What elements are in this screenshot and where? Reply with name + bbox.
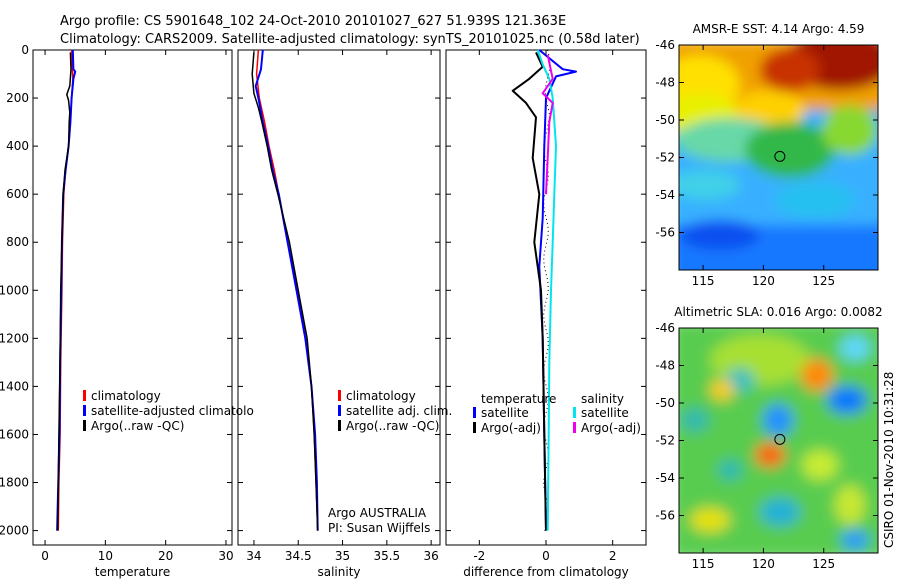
legend-swatch <box>338 390 341 401</box>
difference-x-axis-label: difference from climatology <box>463 565 629 579</box>
difference-series-line-1 <box>511 51 547 531</box>
legend-label: Argo(-adj) <box>481 421 541 435</box>
legend-label: climatology <box>346 389 416 403</box>
y-tick-label: -52 <box>655 151 675 165</box>
sla_map-title: Altimetric SLA: 0.016 Argo: 0.0082 <box>674 305 882 319</box>
annotation-text: PI: Susan Wijffels <box>328 521 430 535</box>
sst-heatmap <box>679 45 878 270</box>
legend-group-title: salinity <box>581 392 624 406</box>
y-tick-label: 800 <box>6 235 29 249</box>
sla-heatmap <box>679 328 878 553</box>
y-tick-label: -46 <box>655 321 675 335</box>
legend-label: climatology <box>91 389 161 403</box>
y-tick-label: -54 <box>655 188 675 202</box>
legend-swatch <box>338 405 341 416</box>
legend-swatch <box>473 407 476 418</box>
legend-label: Argo(-adj) <box>581 421 641 435</box>
difference-panel: -2 0 2 difference from climatology temperatu… <box>445 49 647 579</box>
x-tick-label: 0 <box>542 549 550 563</box>
y-tick-label: 200 <box>6 91 29 105</box>
legend-label: Argo(..raw -QC) <box>346 419 439 433</box>
y-tick-label: 1800 <box>0 476 29 490</box>
y-tick-label: 1400 <box>0 379 29 393</box>
y-tick-label: -50 <box>655 396 675 410</box>
argo-position-marker <box>774 433 786 445</box>
y-tick-label: 0 <box>21 43 29 57</box>
difference-series-line-3 <box>541 54 554 195</box>
legend-swatch <box>83 405 86 416</box>
y-tick-label: 600 <box>6 187 29 201</box>
y-tick-label: -52 <box>655 434 675 448</box>
x-tick-label: 125 <box>812 557 835 571</box>
y-tick-label: -46 <box>655 38 675 52</box>
x-tick-label: 10 <box>98 549 113 563</box>
y-tick-label: 1600 <box>0 427 29 441</box>
x-tick-label: 125 <box>812 274 835 288</box>
figure-title-line2: Climatology: CARS2009. Satellite-adjuste… <box>60 32 640 47</box>
legend-swatch <box>83 390 86 401</box>
x-tick-label: 2 <box>609 549 617 563</box>
x-tick-label: 35.5 <box>373 549 400 563</box>
x-tick-label: 30 <box>218 549 233 563</box>
x-tick-label: 115 <box>692 557 715 571</box>
legend-group-title: temperature <box>481 392 556 406</box>
x-tick-label: 34 <box>246 549 261 563</box>
legend-label: satellite <box>581 406 629 420</box>
temperature-axes-frame <box>32 49 233 546</box>
x-tick-label: 120 <box>752 557 775 571</box>
y-tick-label: -56 <box>655 226 675 240</box>
legend-label: satellite <box>481 406 529 420</box>
zero-reference-line <box>543 49 551 531</box>
y-tick-label: -48 <box>655 76 675 90</box>
temperature-panel: 0 10 20 30 0 200 400 600 800 1000 1200 1400 1600 1800… <box>0 43 254 579</box>
legend-label: satellite adj. clim. <box>346 404 452 418</box>
legend-label: satellite-adjusted climatolo <box>91 404 254 418</box>
y-tick-label: -48 <box>655 359 675 373</box>
salinity-x-axis-label: salinity <box>317 565 360 579</box>
legend-swatch <box>573 422 576 433</box>
y-tick-label: -56 <box>655 509 675 523</box>
y-tick-label: 1000 <box>0 283 29 297</box>
y-tick-label: 1200 <box>0 331 29 345</box>
x-tick-label: 36 <box>423 549 438 563</box>
argo-position-marker <box>774 150 786 162</box>
legend-label: Argo(..raw -QC) <box>91 419 184 433</box>
creation-stamp: CSIRO 01-Nov-2010 10:31:28 <box>882 372 896 548</box>
x-tick-label: 0 <box>41 549 49 563</box>
salinity-series-line-2 <box>251 52 319 531</box>
y-tick-label: 400 <box>6 139 29 153</box>
sst_map-title: AMSR-E SST: 4.14 Argo: 4.59 <box>693 22 865 36</box>
legend-swatch <box>83 420 86 431</box>
difference-series-line-2 <box>536 49 557 531</box>
x-tick-label: 34.5 <box>285 549 312 563</box>
annotation-text: Argo AUSTRALIA <box>328 506 427 520</box>
x-tick-label: 120 <box>752 274 775 288</box>
sla-map-panel: 115 120 125 -46 -48 -50 -52 -54 -56 Altimetric SL… <box>655 305 882 571</box>
temperature-x-axis-label: temperature <box>95 565 170 579</box>
salinity-axes-frame <box>237 49 441 546</box>
legend-swatch <box>338 420 341 431</box>
temperature-series-line-1 <box>56 49 77 531</box>
salinity-panel: 34 34.5 35 35.5 36 salinity climatologysatelli… <box>237 49 452 579</box>
salinity-series-line-0 <box>255 49 319 531</box>
legend-swatch <box>473 422 476 433</box>
y-tick-label: -50 <box>655 113 675 127</box>
sst-map-panel: 115 120 125 -46 -48 -50 -52 -54 -56 AMSR-E SST: 4… <box>655 22 879 288</box>
x-tick-label: 35 <box>335 549 350 563</box>
y-tick-label: -54 <box>655 471 675 485</box>
x-tick-label: 115 <box>692 274 715 288</box>
x-tick-label: -2 <box>473 549 485 563</box>
figure-title-line1: Argo profile: CS 5901648_102 24-Oct-2010… <box>60 14 566 29</box>
temperature-series-line-2 <box>56 52 72 531</box>
legend-swatch <box>573 407 576 418</box>
x-tick-label: 20 <box>158 549 173 563</box>
y-tick-label: 2000 <box>0 524 29 538</box>
